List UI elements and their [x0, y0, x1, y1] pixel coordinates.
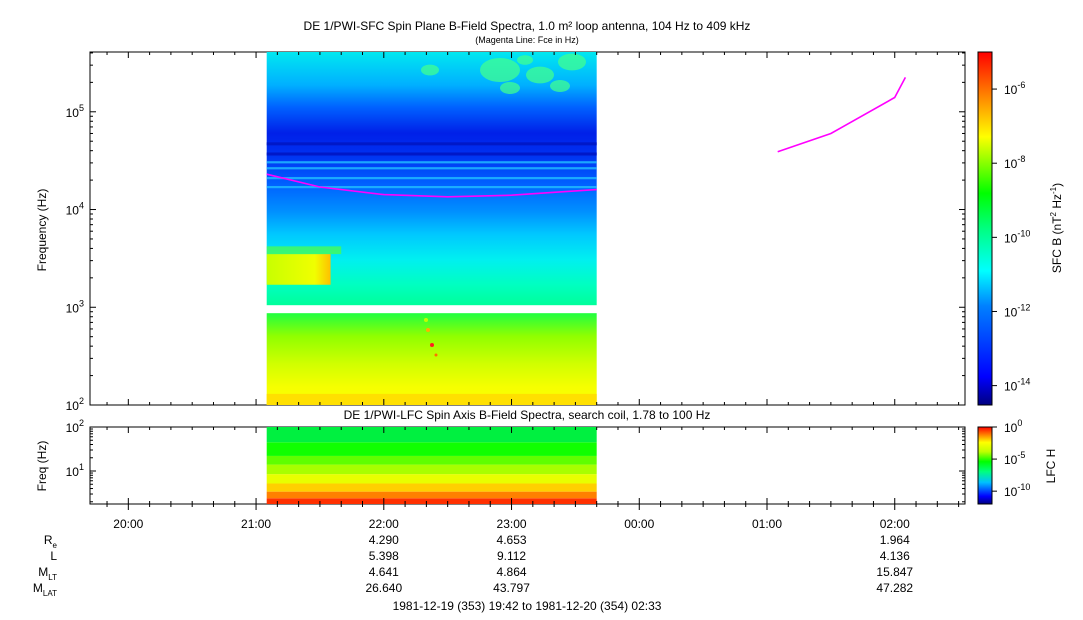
sfc-colorbar-tick-label: 10-10: [1004, 228, 1030, 245]
sfc-noise-patch: [480, 58, 520, 82]
time-tick-label: 23:00: [497, 517, 527, 531]
fce-line-segment: [777, 77, 907, 153]
time-tick-label: 21:00: [241, 517, 271, 531]
sfc-colorbar-tick-label: 10-14: [1004, 377, 1030, 394]
sfc-y-tick-label: 104: [66, 201, 84, 218]
time-tick-label: 22:00: [369, 517, 399, 531]
lfc-colorbar-gradient: [977, 426, 993, 505]
sfc-spectrogram-data: [266, 52, 597, 405]
lfc-title: DE 1/PWI-LFC Spin Axis B-Field Spectra, …: [344, 408, 711, 422]
lfc-colorbar: 100 10-5 10-10 LFC H: [977, 418, 1058, 505]
ephemeris-value: 4.864: [497, 565, 527, 579]
sfc-dark-band: [266, 152, 597, 156]
lfc-colorbar-tick-label: 100: [1004, 418, 1022, 435]
sfc-y-tick-label: 102: [66, 396, 84, 413]
sfc-noise-patch: [526, 66, 554, 84]
lfc-colorbar-tick-label: 10-10: [1004, 482, 1030, 499]
ephemeris-row-label: Re: [44, 533, 58, 550]
ephemeris-value: 4.653: [497, 533, 527, 547]
lfc-colorbar-tick-label: 10-5: [1004, 450, 1025, 467]
sfc-low-frequency-emission: [266, 254, 331, 285]
sfc-title: DE 1/PWI-SFC Spin Plane B-Field Spectra,…: [304, 19, 751, 33]
sfc-noise-patch: [550, 80, 570, 92]
sfc-noise-patch: [421, 64, 439, 76]
ephemeris-value: 1.964: [880, 533, 910, 547]
lfc-frequency-band: [266, 455, 597, 465]
sfc-hotspot: [430, 343, 434, 347]
ephemeris-row-label: L: [50, 549, 57, 563]
sfc-subtitle: (Magenta Line: Fce in Hz): [475, 35, 579, 45]
sfc-interference-line: [266, 186, 597, 189]
lfc-frequency-band: [266, 498, 597, 504]
lfc-frequency-band: [266, 474, 597, 484]
ephemeris-value: 5.398: [369, 549, 399, 563]
sfc-hotspot: [426, 328, 430, 332]
sfc-noise-patch: [500, 82, 520, 94]
ephemeris-value: 26.640: [365, 581, 402, 595]
time-tick-label: 02:00: [880, 517, 910, 531]
sfc-y-axis: 102 103 104 105: [66, 52, 965, 413]
date-range-footer: 1981-12-19 (353) 19:42 to 1981-12-20 (35…: [393, 599, 662, 613]
sfc-colorbar-ticks: 10-6 10-8 10-10 10-12 10-14: [992, 80, 1030, 394]
lfc-y-tick-label: 101: [66, 462, 84, 479]
sfc-colorbar-tick-label: 10-12: [1004, 302, 1030, 319]
time-tick-label: 01:00: [752, 517, 782, 531]
lfc-y-axis: 101 102: [66, 418, 965, 503]
sfc-colorbar-tick-label: 10-8: [1004, 154, 1025, 171]
sfc-colorbar-gradient: [977, 51, 993, 406]
sfc-lower-band: [266, 313, 597, 405]
sfc-colorbar-tick-label: 10-6: [1004, 80, 1025, 97]
fce-line: [266, 77, 907, 198]
sfc-hotspot: [424, 318, 428, 322]
sfc-low-frequency-strip: [266, 393, 597, 405]
sfc-noise-patch: [517, 55, 533, 65]
ephemeris-table: Re 4.290 4.653 1.964 L 5.398 9.112 4.136 MLT 4.64…: [33, 533, 914, 598]
sfc-noise-patch: [558, 53, 586, 71]
sfc-colorbar-label: SFC B (nT2 Hz-1): [1049, 183, 1064, 273]
lfc-y-tick-label: 102: [66, 418, 84, 435]
sfc-interference-line: [266, 161, 597, 164]
sfc-interference-line: [266, 177, 597, 180]
time-tick-label: 20:00: [113, 517, 143, 531]
lfc-frequency-band: [266, 483, 597, 492]
sfc-dark-band: [266, 142, 597, 146]
ephemeris-value: 15.847: [876, 565, 913, 579]
lfc-frequency-band: [266, 442, 597, 456]
lfc-frequency-band: [266, 427, 597, 443]
ephemeris-value: 4.136: [880, 549, 910, 563]
sfc-y-tick-label: 103: [66, 298, 84, 315]
sfc-spectrogram-panel: 102 103 104 105: [66, 51, 966, 413]
ephemeris-value: 47.282: [876, 581, 913, 595]
ephemeris-value: 4.290: [369, 533, 399, 547]
fce-line-segment: [266, 173, 597, 198]
lfc-colorbar-label: LFC H: [1044, 449, 1058, 484]
ephemeris-row-label: MLT: [38, 565, 57, 582]
sfc-interference-line: [266, 167, 597, 170]
lfc-colorbar-ticks: 100 10-5 10-10: [992, 418, 1030, 499]
ephemeris-value: 9.112: [497, 549, 526, 563]
sfc-y-tick-label: 105: [66, 103, 84, 120]
lfc-frequency-band: [266, 491, 597, 499]
time-tick-label: 00:00: [624, 517, 654, 531]
sfc-hotspot: [434, 353, 438, 357]
ephemeris-value: 43.797: [493, 581, 530, 595]
sfc-emission-cap: [266, 246, 342, 255]
sfc-colorbar: 10-6 10-8 10-10 10-12 10-14 SFC B (nT2 Hz-1): [977, 51, 1064, 406]
ephemeris-row-label: MLAT: [33, 581, 57, 598]
lfc-frequency-band: [266, 464, 597, 475]
lfc-y-label: Freq (Hz): [35, 441, 49, 492]
lfc-spectrogram-data: [266, 427, 597, 504]
lfc-spectrogram-panel: 101 102: [66, 418, 966, 505]
time-axis: 20:00 21:00 22:00 23:00 00:00 01:00 02:00: [106, 52, 960, 531]
ephemeris-value: 4.641: [369, 565, 399, 579]
sfc-y-label: Frequency (Hz): [35, 189, 49, 272]
